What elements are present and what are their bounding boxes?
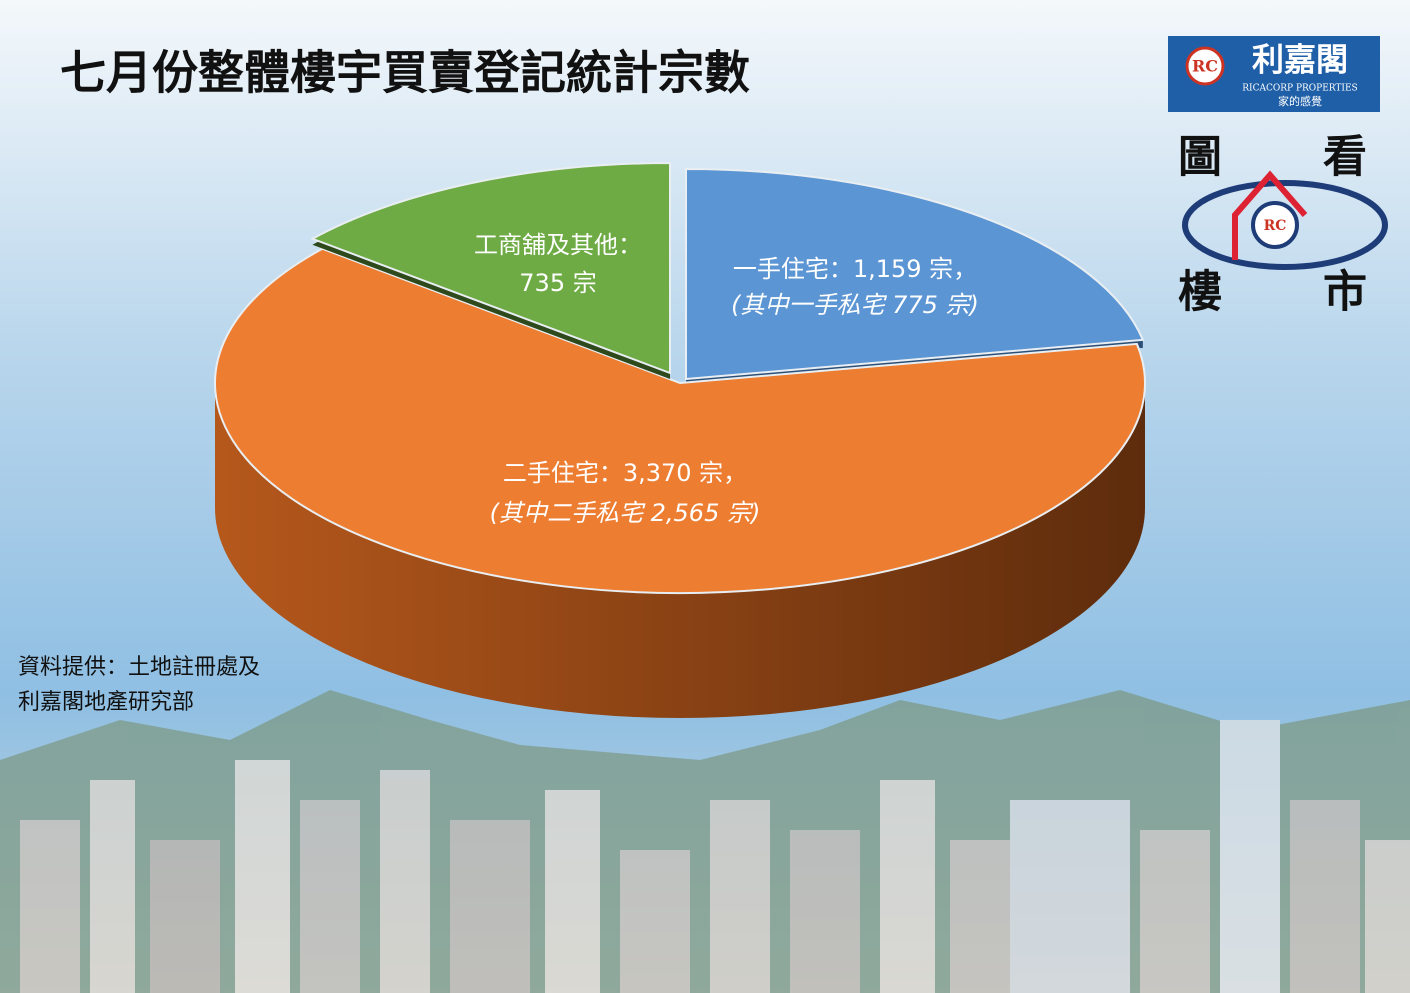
logo-eye: [1182, 180, 1388, 270]
category-label: 二手住宅：: [503, 459, 623, 487]
logo-emblem: [1185, 46, 1225, 86]
category-label: 一手住宅：: [733, 255, 853, 283]
logo-name: 利嘉閣: [1252, 41, 1348, 79]
annotation: (其中一手私宅 775 宗): [731, 291, 979, 319]
logo-tagline: 看: [1323, 132, 1367, 183]
logo: RC 利嘉閣 RICACORP PROPERTIES 家的感覺 RC 圖 看 樓…: [1168, 36, 1388, 318]
logo-slogan: 家的感覺: [1278, 94, 1322, 108]
logo-emblem-text: RC: [1192, 57, 1218, 76]
slice-label: 工商舖及其他：: [474, 231, 642, 259]
source-note: 利嘉閣地產研究部: [18, 690, 194, 715]
logo-tagline: 樓: [1178, 267, 1222, 318]
value-label: 3,370 宗，: [623, 459, 747, 487]
logo-tagline: 市: [1323, 267, 1367, 318]
value-label: 1,159 宗，: [853, 255, 977, 283]
logo-pupil: [1251, 201, 1299, 249]
logo-english: RICACORP PROPERTIES: [1242, 84, 1357, 94]
annotation: (其中二手私宅 2,565 宗): [490, 499, 761, 527]
logo-roof: [1232, 170, 1308, 260]
logo-tagline: 圖: [1178, 132, 1222, 183]
skyline: [0, 690, 1410, 993]
chart-title: 七月份整體樓宇買賣登記統計宗數: [60, 46, 750, 100]
pie-side: [215, 383, 1145, 718]
logo-emblem-text: RC: [1264, 218, 1287, 234]
value-label: 735 宗: [519, 269, 596, 297]
pie-slice: [214, 247, 1146, 594]
pie: 一手住宅：1,159 宗， (其中一手私宅 775 宗) 二手住宅：3,370 宗，…: [214, 161, 1146, 718]
pie-slice: [310, 161, 671, 375]
slice-label: 一手住宅：1,159 宗，: [733, 255, 977, 283]
slice-label: 二手住宅：3,370 宗，: [503, 459, 747, 487]
source-note: 資料提供：土地註冊處及: [18, 655, 260, 680]
pie-slice: [685, 167, 1145, 381]
